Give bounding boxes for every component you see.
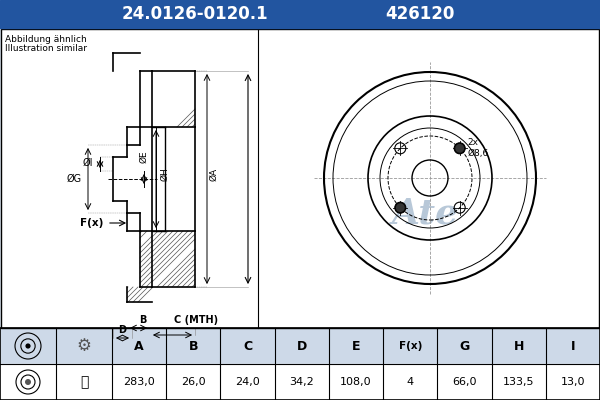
Text: G: G: [460, 340, 470, 352]
Text: B: B: [188, 340, 198, 352]
Text: Abbildung ähnlich: Abbildung ähnlich: [5, 35, 87, 44]
Bar: [152, 231, 195, 287]
Text: 26,0: 26,0: [181, 377, 206, 387]
Text: B: B: [139, 315, 146, 325]
Text: ØI: ØI: [83, 158, 93, 168]
Circle shape: [395, 203, 406, 213]
Bar: [1, 29, 599, 328]
Bar: [0, 328, 600, 400]
Text: ØA: ØA: [209, 168, 218, 180]
Text: C (MTH): C (MTH): [174, 315, 218, 325]
Text: 108,0: 108,0: [340, 377, 372, 387]
Bar: [127, 127, 140, 145]
Text: 34,2: 34,2: [289, 377, 314, 387]
Text: A: A: [134, 340, 144, 352]
Text: 426120: 426120: [385, 5, 455, 23]
Text: D: D: [118, 325, 126, 335]
Bar: [1, 29, 599, 328]
Text: Ate: Ate: [391, 196, 458, 230]
Text: 2x: 2x: [467, 138, 479, 147]
Bar: [140, 71, 152, 127]
Bar: [113, 53, 140, 71]
Text: 13,0: 13,0: [560, 377, 585, 387]
Text: 🔩: 🔩: [80, 375, 88, 389]
Text: 24.0126-0120.1: 24.0126-0120.1: [122, 5, 268, 23]
Text: C: C: [243, 340, 252, 352]
Text: 4: 4: [407, 377, 414, 387]
Text: I: I: [571, 340, 575, 352]
Bar: [113, 157, 127, 171]
Text: F(x): F(x): [398, 341, 422, 351]
Text: E: E: [352, 340, 360, 352]
Bar: [113, 187, 127, 201]
Text: 133,5: 133,5: [503, 377, 535, 387]
Text: Ø8,6: Ø8,6: [467, 149, 489, 158]
Text: D: D: [296, 340, 307, 352]
Text: H: H: [514, 340, 524, 352]
Text: ⚙: ⚙: [77, 337, 91, 355]
Text: ØH: ØH: [160, 167, 169, 181]
Text: ØG: ØG: [67, 174, 82, 184]
Circle shape: [25, 379, 31, 385]
Circle shape: [25, 343, 31, 348]
Text: 283,0: 283,0: [123, 377, 155, 387]
Bar: [152, 71, 195, 127]
Bar: [127, 213, 140, 231]
Bar: [127, 272, 152, 287]
Text: Illustration similar: Illustration similar: [5, 44, 87, 53]
Bar: [140, 231, 152, 287]
Text: ØE: ØE: [139, 150, 149, 163]
Bar: [0, 364, 600, 400]
Text: F(x): F(x): [80, 218, 103, 228]
Bar: [0, 328, 600, 364]
Bar: [0, 0, 600, 28]
Circle shape: [455, 143, 464, 153]
Text: 24,0: 24,0: [235, 377, 260, 387]
Text: 66,0: 66,0: [452, 377, 476, 387]
